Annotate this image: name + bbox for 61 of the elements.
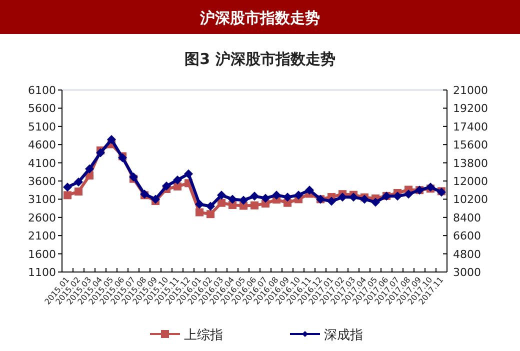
y2-tick-label: 8400 <box>453 211 481 224</box>
y-tick-label: 4600 <box>28 138 56 152</box>
point <box>338 192 347 202</box>
y2-tick-label: 10200 <box>453 193 488 206</box>
point <box>74 178 83 187</box>
point <box>239 196 248 205</box>
point <box>206 210 214 218</box>
point <box>261 194 270 203</box>
point <box>173 175 182 184</box>
point <box>63 182 72 192</box>
point <box>228 194 237 204</box>
point <box>174 182 182 190</box>
point <box>250 192 259 201</box>
y2-tick-label: 19200 <box>453 102 488 116</box>
y-tick-label: 6100 <box>28 84 56 97</box>
point <box>305 186 314 195</box>
point <box>162 182 171 191</box>
y-tick-label: 1100 <box>28 266 56 279</box>
point <box>196 208 204 216</box>
point <box>129 172 138 182</box>
legend-label: 上综指 <box>184 328 223 343</box>
point <box>283 192 292 202</box>
y-tick-label: 5600 <box>28 102 56 116</box>
point <box>393 192 402 201</box>
y2-tick-label: 17400 <box>453 120 488 134</box>
legend-label: 深成指 <box>324 328 363 343</box>
y-tick-label: 2100 <box>28 230 56 243</box>
point <box>404 190 413 199</box>
y2-tick-label: 12000 <box>453 175 488 188</box>
y2-tick-label: 3000 <box>453 266 481 279</box>
y2-tick-label: 6600 <box>453 230 481 243</box>
y-tick-label: 1600 <box>28 248 56 261</box>
point <box>294 190 303 200</box>
chart-title: 沪深股市指数走势 <box>199 9 320 27</box>
point <box>360 194 369 204</box>
point <box>74 188 82 196</box>
point <box>217 190 226 200</box>
point <box>107 135 116 144</box>
point <box>218 198 226 207</box>
point <box>64 191 72 200</box>
y-tick-label: 5100 <box>28 120 56 134</box>
point <box>206 202 215 211</box>
point <box>96 148 105 158</box>
y2-tick-label: 15600 <box>453 138 488 152</box>
point <box>327 196 336 206</box>
point <box>151 194 160 204</box>
point <box>85 164 94 174</box>
point <box>195 200 204 209</box>
y2-tick-label: 21000 <box>453 84 488 97</box>
y-tick-label: 4100 <box>28 156 56 170</box>
point <box>250 201 258 210</box>
y2-tick-label: 4800 <box>453 248 481 261</box>
point <box>349 192 358 202</box>
point <box>184 169 193 178</box>
y-tick-label: 3100 <box>28 193 56 206</box>
point <box>371 198 380 207</box>
y-tick-label: 3600 <box>28 175 56 188</box>
y2-tick-label: 13800 <box>453 156 488 170</box>
point <box>272 190 281 200</box>
y-tick-label: 2600 <box>28 211 56 224</box>
chart-subtitle: 图3 沪深股市指数走势 <box>184 50 336 68</box>
